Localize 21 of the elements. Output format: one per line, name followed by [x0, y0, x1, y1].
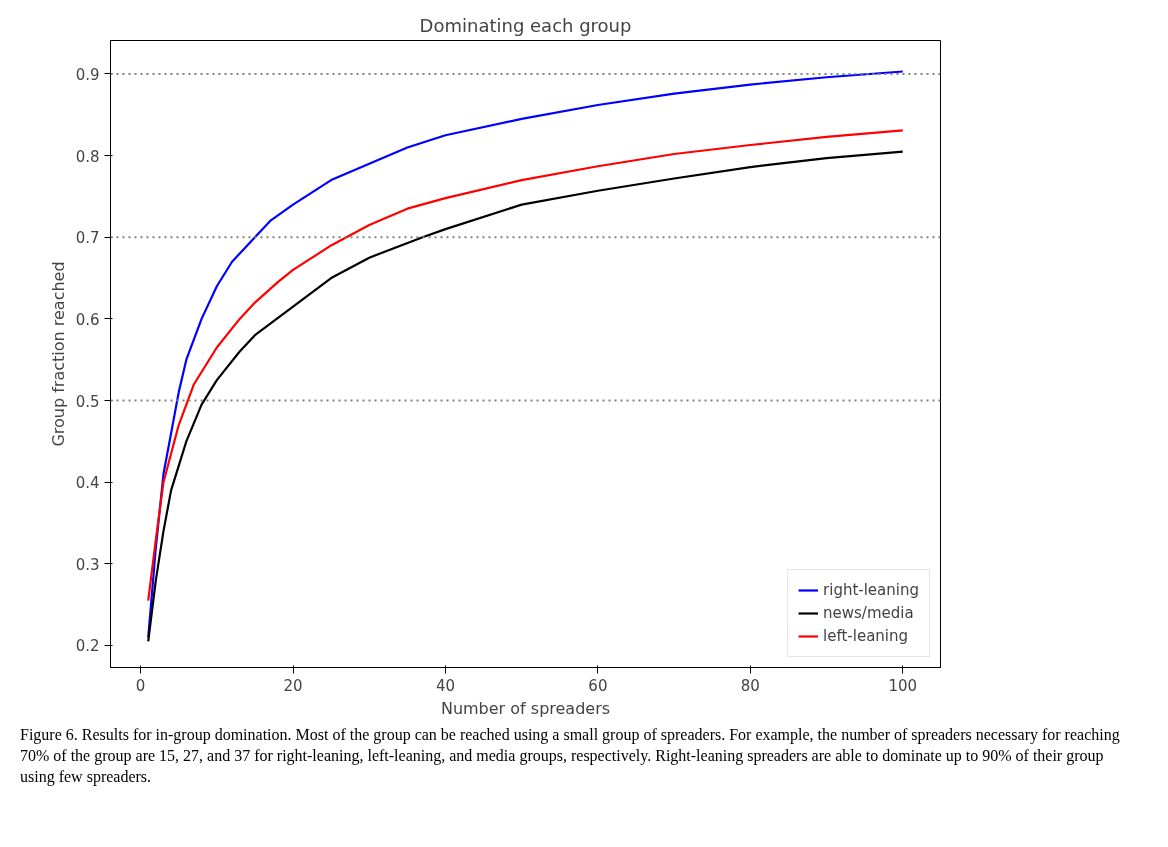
x-tick-label: 20	[283, 676, 303, 695]
y-tick-label: 0.2	[75, 637, 100, 656]
x-tick-label: 40	[435, 676, 456, 695]
legend-label: left-leaning	[823, 627, 909, 645]
y-tick-label: 0.5	[75, 392, 100, 411]
x-tick-label: 60	[588, 676, 608, 695]
y-tick-label: 0.6	[75, 310, 100, 329]
y-axis-title: Group fraction reached	[48, 261, 68, 447]
y-tick-label: 0.8	[75, 147, 100, 166]
x-tick-label: 80	[740, 676, 760, 695]
chart-title: Dominating each group	[419, 14, 632, 36]
x-tick-label: 0	[135, 676, 146, 695]
y-tick-label: 0.3	[75, 555, 100, 574]
x-tick-label: 100	[888, 676, 918, 695]
y-tick-label: 0.7	[75, 229, 100, 248]
x-axis-title: Number of spreaders	[440, 698, 611, 718]
y-tick-label: 0.4	[75, 474, 100, 493]
legend-label: news/media	[823, 604, 914, 622]
legend-label: right-leaning	[823, 581, 919, 599]
y-tick-label: 0.9	[75, 65, 100, 84]
caption: Figure 6. Results for in-group domination. Most of the group can be reached using a small group of spreaders. For example, the number of spreaders necessary for reaching 70% of the group are 15, 27, and 37 for right-leaning, left-leaning, and media groups, respectively. Right-leaning spreaders are able to dominate up to 90% of their group using few spreaders.	[20, 725, 1120, 788]
